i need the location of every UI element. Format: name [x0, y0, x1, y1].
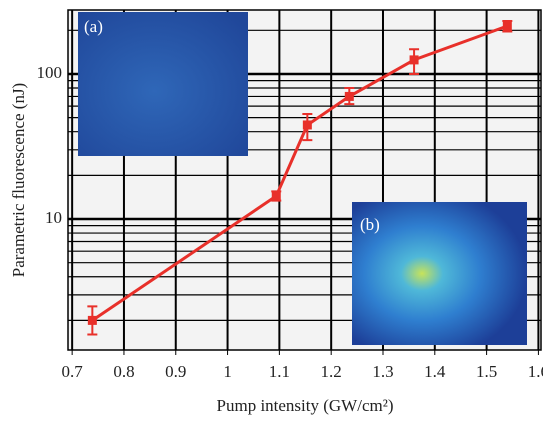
plot-frame — [67, 9, 542, 351]
data-point — [302, 120, 312, 130]
x-tick-label: 1.2 — [321, 362, 342, 381]
x-tick-label: 1 — [223, 362, 232, 381]
x-tick-label: 1.4 — [424, 362, 446, 381]
x-tick-label: 0.8 — [113, 362, 134, 381]
data-point — [87, 315, 97, 325]
y-tick-label: 100 — [37, 63, 63, 82]
data-point — [502, 21, 512, 31]
x-axis-label: Pump intensity (GW/cm²) — [217, 396, 394, 415]
x-tick-label: 1.3 — [372, 362, 393, 381]
data-point — [409, 55, 419, 65]
x-tick-label: 1.6 — [528, 362, 543, 381]
inset-label: (b) — [360, 215, 380, 234]
data-point — [271, 191, 281, 201]
y-tick-label: 10 — [45, 208, 62, 227]
x-tick-label: 0.7 — [62, 362, 84, 381]
x-tick-label: 0.9 — [165, 362, 186, 381]
x-tick-label: 1.5 — [476, 362, 497, 381]
series-line — [91, 24, 508, 322]
inset-b — [352, 202, 527, 345]
inset-label: (a) — [84, 17, 103, 36]
inset-a — [78, 12, 248, 156]
x-tick-label: 1.1 — [269, 362, 290, 381]
y-axis-label: Parametric fluorescence (nJ) — [9, 83, 28, 277]
data-point — [344, 91, 354, 101]
